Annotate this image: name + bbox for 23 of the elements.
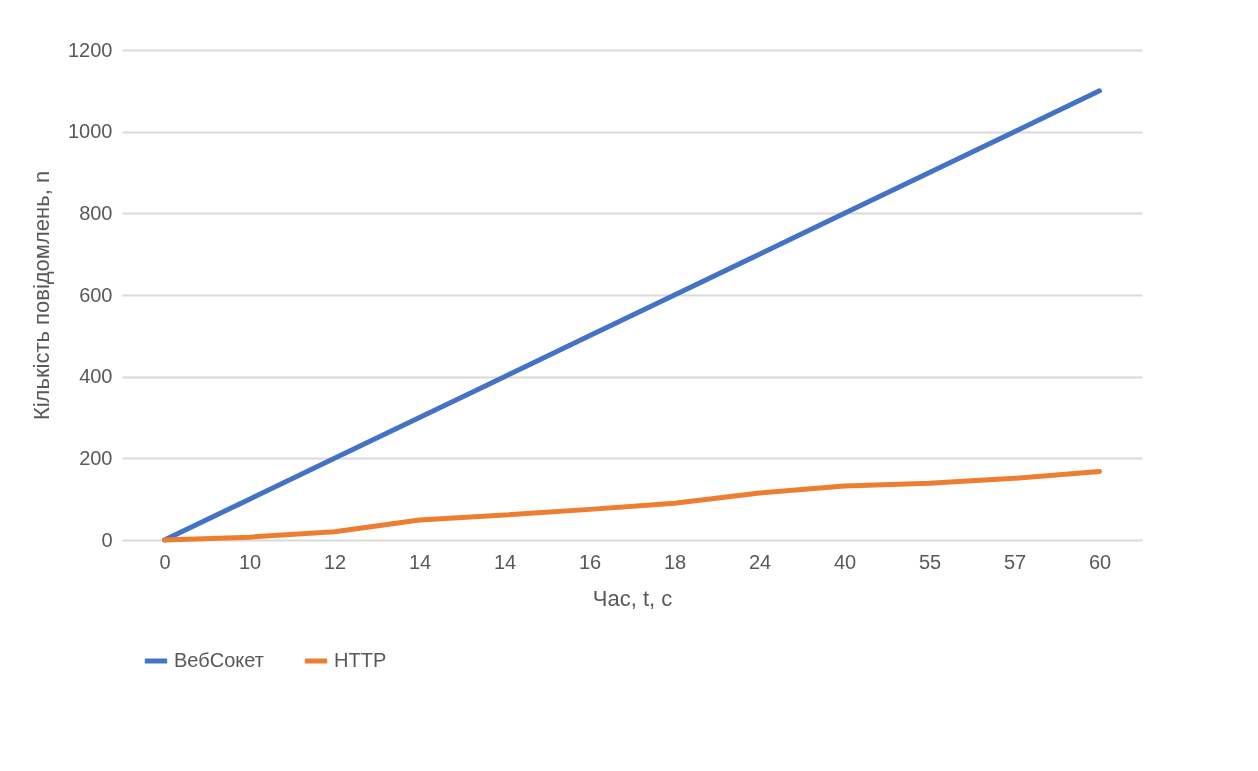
y-tick-label: 600 — [79, 283, 113, 306]
x-tick-label: 10 — [238, 550, 262, 573]
y-tick-label: 400 — [79, 365, 113, 388]
x-tick-label: 0 — [159, 550, 171, 573]
legend-label: HTTP — [334, 649, 387, 671]
legend-label: ВебСокет — [174, 649, 264, 671]
x-axis-title: Час, t, с — [592, 585, 673, 611]
x-tick-label: 18 — [663, 550, 687, 573]
x-tick-label: 57 — [1003, 550, 1027, 573]
y-tick-label: 1000 — [68, 120, 113, 143]
y-tick-label: 800 — [79, 201, 113, 224]
x-tick-label: 14 — [493, 550, 517, 573]
x-tick-label: 24 — [748, 550, 772, 573]
x-tick-label: 60 — [1088, 550, 1112, 573]
y-tick-label: 0 — [101, 528, 113, 551]
x-tick-label: 40 — [833, 550, 857, 573]
x-tick-label: 12 — [323, 550, 347, 573]
y-tick-label: 1200 — [68, 38, 113, 61]
x-tick-label: 16 — [578, 550, 602, 573]
y-axis-title: Кількість повідомлень, n — [29, 170, 55, 421]
y-tick-label: 200 — [79, 446, 113, 469]
x-tick-label: 55 — [918, 550, 942, 573]
x-tick-label: 14 — [408, 550, 432, 573]
